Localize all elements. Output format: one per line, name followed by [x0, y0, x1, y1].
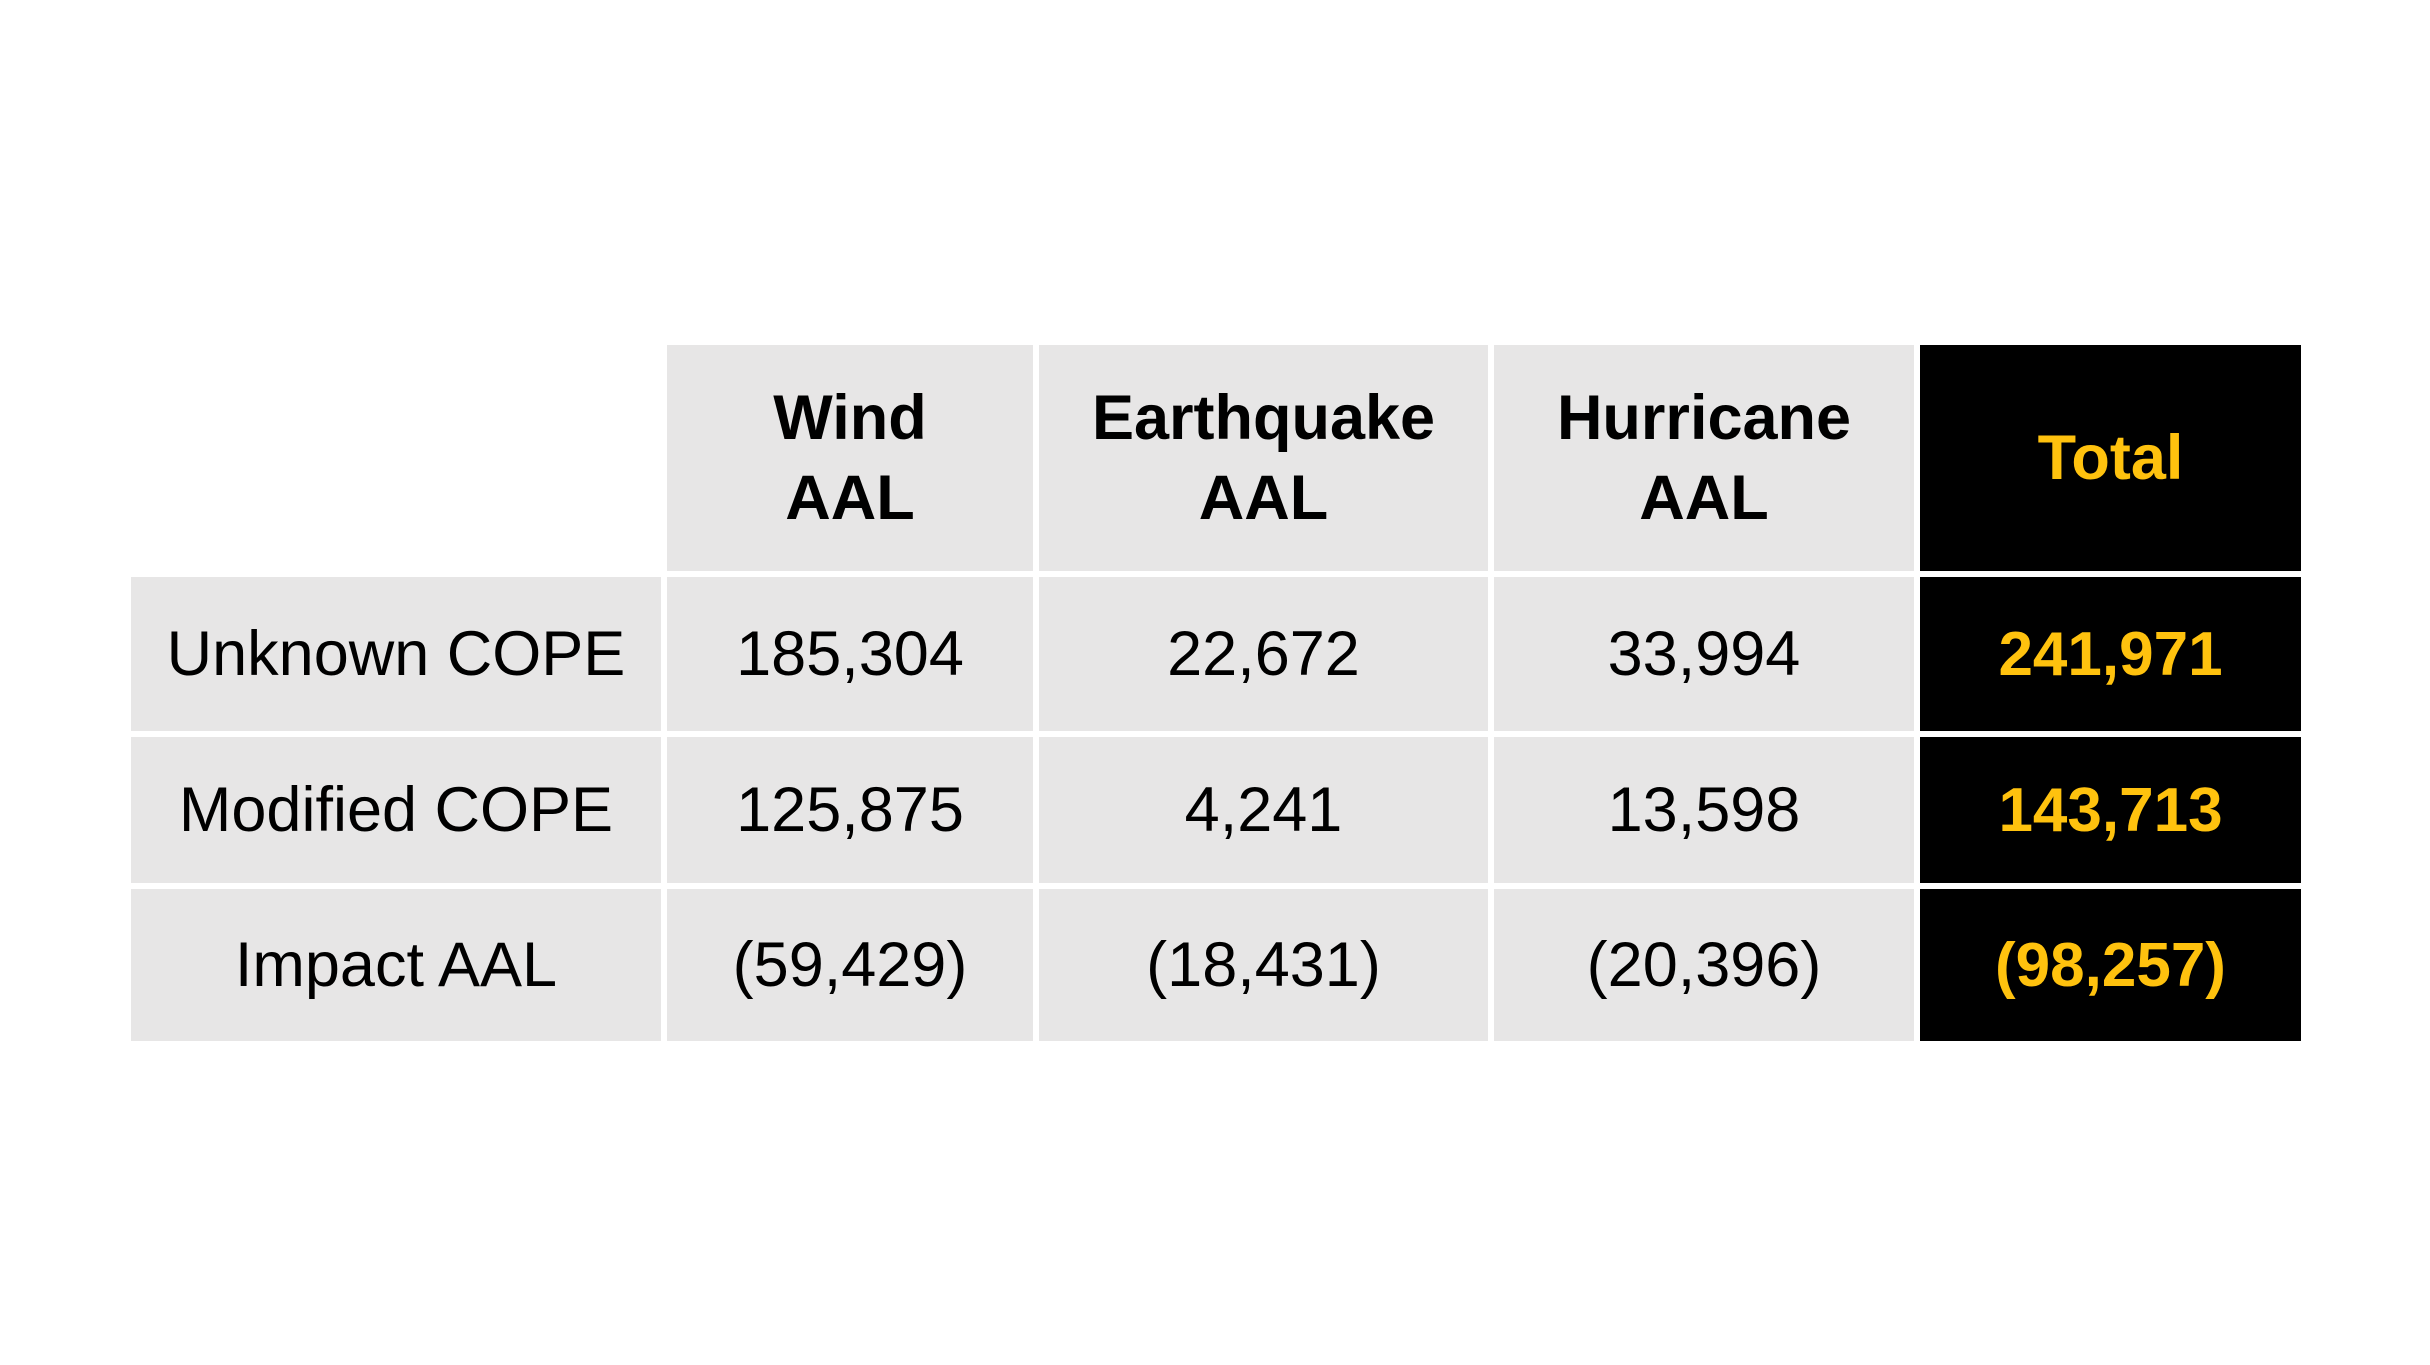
value-impact-aal-hurricane: (20,396): [1494, 889, 1914, 1041]
corner-empty-cell: [131, 345, 661, 571]
column-header-line: Earthquake: [1091, 383, 1436, 453]
row-label-impact-aal: Impact AAL: [131, 889, 661, 1041]
value-unknown-cope-earthquake: 22,672: [1039, 577, 1488, 731]
column-header-line: AAL: [785, 463, 915, 533]
value-impact-aal-total: (98,257): [1920, 889, 2301, 1041]
value-modified-cope-total: 143,713: [1920, 737, 2301, 883]
aal-summary-table: Wind AAL Earthquake AAL Hurricane AAL To…: [131, 345, 2301, 1041]
column-header-total: Total: [1920, 345, 2301, 571]
value-modified-cope-wind: 125,875: [667, 737, 1033, 883]
column-header-line: Wind: [773, 383, 927, 453]
column-header-line: AAL: [1198, 463, 1329, 533]
column-header-hurricane-aal: Hurricane AAL: [1494, 345, 1914, 571]
value-unknown-cope-wind: 185,304: [667, 577, 1033, 731]
value-unknown-cope-total: 241,971: [1920, 577, 2301, 731]
row-label-unknown-cope: Unknown COPE: [131, 577, 661, 731]
value-unknown-cope-hurricane: 33,994: [1494, 577, 1914, 731]
value-impact-aal-earthquake: (18,431): [1039, 889, 1488, 1041]
value-modified-cope-earthquake: 4,241: [1039, 737, 1488, 883]
column-header-line: AAL: [1639, 463, 1769, 533]
value-impact-aal-wind: (59,429): [667, 889, 1033, 1041]
column-header-wind-aal: Wind AAL: [667, 345, 1033, 571]
column-header-line: Total: [2037, 423, 2184, 493]
column-header-earthquake-aal: Earthquake AAL: [1039, 345, 1488, 571]
value-modified-cope-hurricane: 13,598: [1494, 737, 1914, 883]
row-label-modified-cope: Modified COPE: [131, 737, 661, 883]
column-header-line: Hurricane: [1556, 383, 1852, 453]
